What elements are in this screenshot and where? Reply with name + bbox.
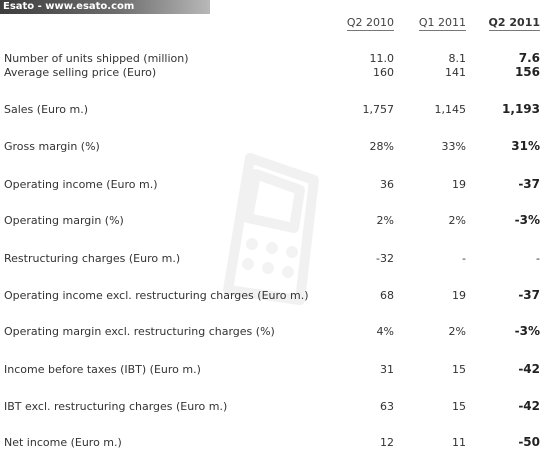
value-q1-2011: 33% (441, 140, 466, 153)
table-row-operating-margin-excl-restructuring: Operating margin excl. restructuring cha… (0, 324, 544, 340)
value-q2-2011: -3% (514, 213, 540, 227)
value-q2-2010: -32 (376, 252, 394, 265)
value-q1-2011: 19 (452, 289, 466, 302)
banner-text: Esato - www.esato.com (3, 1, 135, 12)
value-q2-2010: 31 (380, 363, 394, 376)
row-label: Net income (Euro m.) (4, 436, 122, 449)
row-label: Sales (Euro m.) (4, 103, 88, 116)
value-q2-2010: 36 (380, 178, 394, 191)
value-q2-2011: -37 (518, 177, 540, 191)
value-q2-2011: -3% (514, 324, 540, 338)
value-q1-2011: 8.1 (448, 52, 467, 65)
value-q2-2011: -42 (518, 362, 540, 376)
value-q2-2011: -42 (518, 399, 540, 413)
value-q1-2011: 11 (452, 436, 466, 449)
value-q1-2011: 2% (448, 214, 466, 227)
table-row-operating-margin: Operating margin (%) 2% 2% -3% (0, 213, 544, 229)
row-label: Operating margin (%) (4, 214, 124, 227)
value-q2-2010: 1,757 (362, 103, 395, 116)
table-row-average-selling-price: Average selling price (Euro) 160 141 156 (0, 65, 544, 81)
row-label: IBT excl. restructuring charges (Euro m.… (4, 400, 228, 413)
column-header-q2-2011: Q2 2011 (488, 16, 540, 31)
column-header-q1-2011: Q1 2011 (418, 16, 466, 31)
site-banner: Esato - www.esato.com (0, 0, 210, 14)
value-q1-2011: - (462, 252, 466, 265)
value-q2-2011: -50 (518, 435, 540, 449)
row-label: Restructuring charges (Euro m.) (4, 252, 181, 265)
table-row-operating-income-excl-restructuring: Operating income excl. restructuring cha… (0, 288, 544, 304)
value-q2-2010: 4% (376, 325, 394, 338)
table-row-sales: Sales (Euro m.) 1,757 1,145 1,193 (0, 102, 544, 118)
table-row-restructuring-charges: Restructuring charges (Euro m.) -32 - - (0, 252, 544, 267)
table-row-gross-margin: Gross margin (%) 28% 33% 31% (0, 139, 544, 155)
row-label: Gross margin (%) (4, 140, 100, 153)
table-row-ibt-excl-restructuring: IBT excl. restructuring charges (Euro m.… (0, 399, 544, 415)
row-label: Income before taxes (IBT) (Euro m.) (4, 363, 201, 376)
value-q2-2010: 63 (380, 400, 394, 413)
value-q1-2011: 19 (452, 178, 466, 191)
row-label: Average selling price (Euro) (4, 66, 157, 79)
value-q2-2010: 12 (380, 436, 394, 449)
value-q1-2011: 15 (452, 400, 466, 413)
table-row-units-shipped: Number of units shipped (million) 11.0 8… (0, 51, 544, 67)
value-q2-2010: 11.0 (369, 52, 395, 65)
column-header-q2-2010: Q2 2010 (346, 16, 394, 31)
value-q2-2010: 28% (369, 140, 394, 153)
row-label: Operating margin excl. restructuring cha… (4, 325, 275, 338)
value-q1-2011: 141 (445, 66, 466, 79)
row-label: Operating income excl. restructuring cha… (4, 289, 309, 302)
table-row-income-before-taxes: Income before taxes (IBT) (Euro m.) 31 1… (0, 362, 544, 378)
value-q2-2011: 31% (511, 139, 540, 153)
row-label: Operating income (Euro m.) (4, 178, 158, 191)
value-q1-2011: 2% (448, 325, 466, 338)
value-q2-2011: 1,193 (502, 102, 540, 116)
row-label: Number of units shipped (million) (4, 52, 189, 65)
value-q2-2011: 156 (514, 65, 540, 79)
value-q2-2011: 7.6 (518, 51, 540, 65)
value-q2-2011: -37 (518, 288, 540, 302)
value-q1-2011: 15 (452, 363, 466, 376)
value-q2-2010: 160 (373, 66, 394, 79)
value-q1-2011: 1,145 (434, 103, 467, 116)
value-q2-2011: - (536, 252, 540, 265)
value-q2-2010: 68 (380, 289, 394, 302)
value-q2-2010: 2% (376, 214, 394, 227)
table-row-operating-income: Operating income (Euro m.) 36 19 -37 (0, 177, 544, 193)
table-row-net-income: Net income (Euro m.) 12 11 -50 (0, 435, 544, 451)
